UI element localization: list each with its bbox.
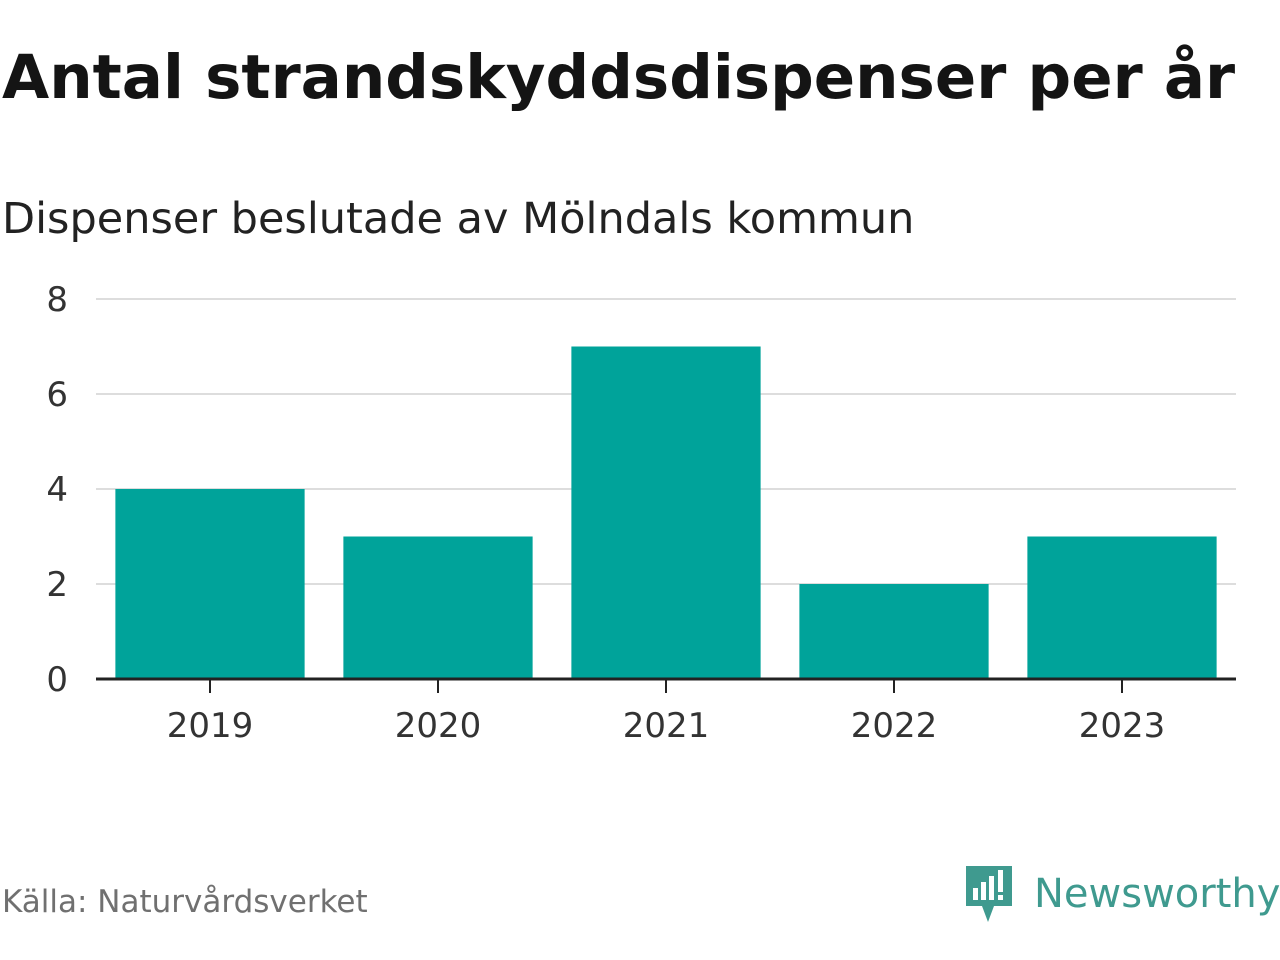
bar-2023 bbox=[1027, 536, 1217, 679]
bar-2022 bbox=[799, 584, 989, 679]
chart-subtitle: Dispenser beslutade av Mölndals kommun bbox=[2, 194, 915, 244]
bar-2019 bbox=[115, 489, 305, 679]
chart-title: Antal strandskyddsdispenser per år bbox=[2, 42, 1236, 113]
y-tick-label: 8 bbox=[46, 280, 68, 320]
source-note: Källa: Naturvårdsverket bbox=[2, 884, 368, 920]
newsworthy-logo: Newsworthy bbox=[964, 864, 1280, 924]
newsworthy-logo-icon bbox=[966, 866, 1012, 922]
x-tick-label: 2020 bbox=[395, 706, 482, 746]
bar-2021 bbox=[571, 346, 761, 679]
y-tick-label: 4 bbox=[46, 470, 68, 510]
x-tick-label: 2023 bbox=[1079, 706, 1166, 746]
x-tick-label: 2019 bbox=[167, 706, 254, 746]
y-tick-label: 0 bbox=[46, 660, 68, 700]
y-tick-label: 6 bbox=[46, 375, 68, 415]
x-tick-label: 2021 bbox=[623, 706, 710, 746]
bar-2020 bbox=[343, 536, 533, 679]
y-tick-label: 2 bbox=[46, 565, 68, 605]
bar-chart: 0 2 4 6 8 2019 2020 2021 2022 2023 bbox=[46, 280, 1236, 746]
brand-name: Newsworthy bbox=[1034, 871, 1280, 917]
x-tick-label: 2022 bbox=[851, 706, 938, 746]
